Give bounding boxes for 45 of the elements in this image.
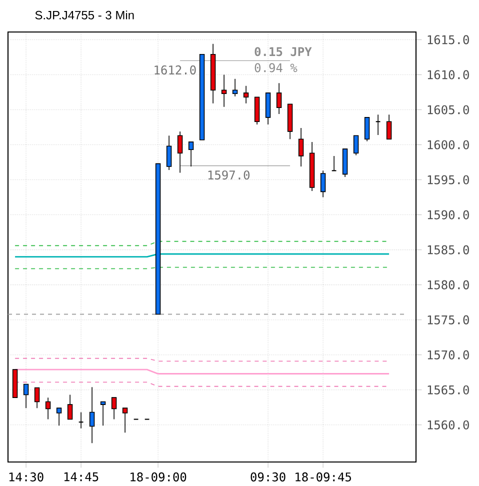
y-tick-label: 1565.0 [428, 385, 469, 394]
candlestick [111, 397, 117, 420]
candlestick [320, 170, 326, 198]
y-tick-label: 1605.0 [428, 105, 469, 114]
y-tick-label: 1615.0 [428, 35, 469, 44]
candlestick [89, 386, 95, 444]
candlestick [177, 131, 183, 174]
y-tick-label: 1570.0 [428, 350, 469, 360]
y-tick-label: 1600.0 [428, 140, 469, 150]
candlestick [100, 401, 106, 426]
candlestick [232, 78, 238, 97]
y-tick-label: 1580.0 [428, 280, 469, 290]
candlestick [23, 384, 29, 408]
candlestick [298, 128, 304, 167]
ref-line-label: 1612.0 [154, 65, 196, 74]
y-tick-label: 1560.0 [428, 420, 469, 430]
annotation: 0.94 % [254, 63, 298, 72]
ref-line-label: 1597.0 [208, 170, 250, 180]
candlestick [375, 114, 381, 136]
candlestick [364, 117, 370, 142]
candlestick [45, 397, 51, 420]
candlestick [67, 394, 73, 420]
candlestick [221, 74, 227, 108]
x-tick-label: 14:30 [9, 472, 44, 482]
candlestick [353, 135, 359, 156]
chart-title: S.JP.J4755 - 3 Min [35, 10, 134, 20]
x-tick-label: 18-09:00 [130, 472, 186, 482]
candlestick [331, 156, 337, 172]
candlestick [276, 82, 282, 114]
candlestick [34, 387, 40, 408]
y-tick-label: 1590.0 [428, 210, 469, 220]
y-tick-label: 1585.0 [428, 245, 469, 254]
y-tick-label: 1575.0 [428, 315, 469, 324]
x-tick-label: 14:45 [64, 472, 98, 482]
candlestick [56, 408, 62, 426]
candlestick [243, 86, 249, 104]
y-tick-label: 1595.0 [428, 175, 469, 184]
candlestick [166, 135, 172, 170]
annotation: 0.15 JPY [254, 47, 312, 56]
candlestick [122, 408, 128, 433]
candlestick [188, 142, 194, 167]
y-tick-label: 1610.0 [428, 70, 469, 80]
x-tick-label: 18-09:45 [296, 472, 351, 482]
x-tick-label: 09:30 [250, 472, 286, 482]
candlestick [386, 114, 392, 140]
